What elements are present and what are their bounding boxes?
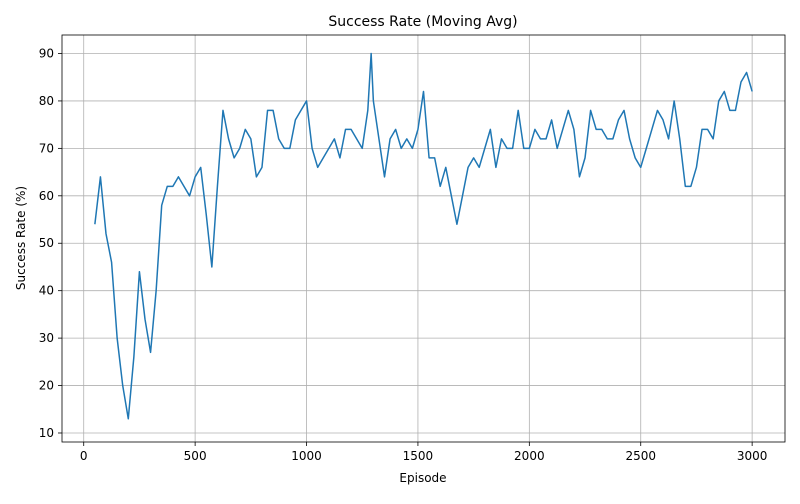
y-tick-label: 70 xyxy=(39,141,54,155)
x-tick-label: 3000 xyxy=(737,449,768,463)
y-tick-label: 50 xyxy=(39,236,54,250)
x-tick-label: 2500 xyxy=(625,449,656,463)
y-tick-label: 60 xyxy=(39,189,54,203)
x-tick-label: 1000 xyxy=(291,449,322,463)
x-tick-label: 1500 xyxy=(403,449,434,463)
y-tick-label: 30 xyxy=(39,331,54,345)
line xyxy=(94,52,753,420)
y-tick-label: 80 xyxy=(39,94,54,108)
y-tick-label: 40 xyxy=(39,284,54,298)
x-tick-label: 500 xyxy=(184,449,207,463)
y-tick-label: 20 xyxy=(39,379,54,393)
y-tick-label: 10 xyxy=(39,426,54,440)
plot-frame xyxy=(61,34,786,443)
y-axis-label: Success Rate (%) xyxy=(14,186,28,290)
x-axis-label: Episode xyxy=(399,471,446,485)
y-tick-label: 90 xyxy=(39,47,54,61)
chart-title: Success Rate (Moving Avg) xyxy=(328,14,517,30)
x-tick-label: 2000 xyxy=(514,449,545,463)
x-tick-label: 0 xyxy=(80,449,88,463)
